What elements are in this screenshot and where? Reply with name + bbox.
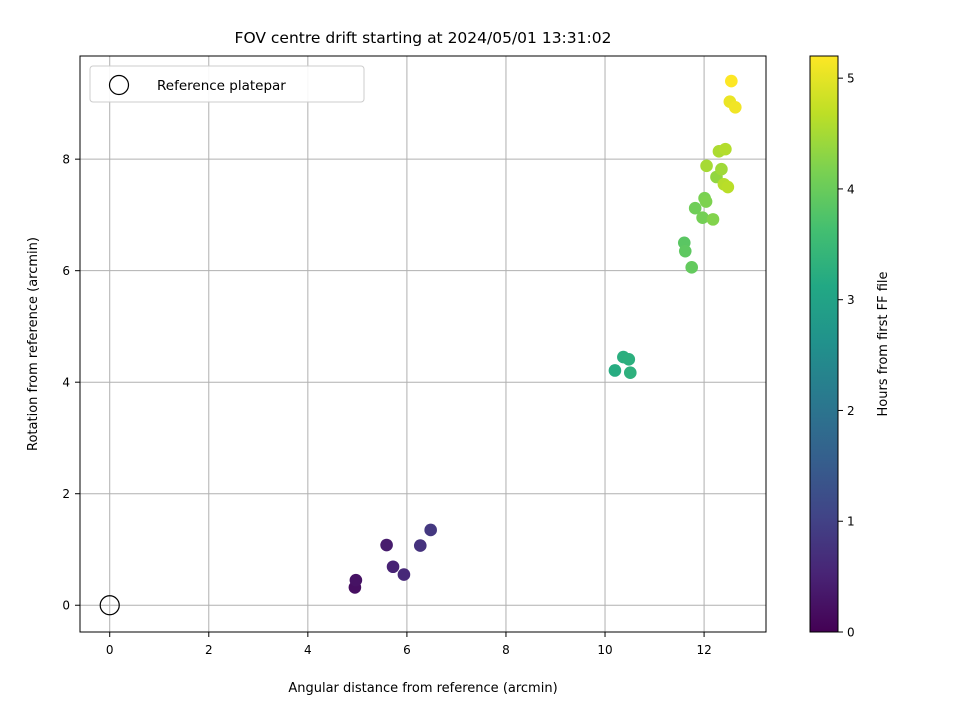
legend: Reference platepar bbox=[89, 65, 365, 103]
colorbar-tick-label: 2 bbox=[847, 404, 855, 418]
axis-ticks: 0 2 4 6 8 10 12 0 2 4 6 8 bbox=[62, 153, 711, 657]
scatter-point bbox=[608, 364, 622, 377]
x-tick-label: 4 bbox=[304, 643, 312, 657]
colorbar-tick-label: 3 bbox=[847, 293, 855, 307]
x-tick-label: 10 bbox=[597, 643, 612, 657]
colorbar-tick-label: 0 bbox=[847, 626, 855, 640]
colorbar-tick-label: 4 bbox=[847, 182, 855, 196]
scatter-point bbox=[706, 213, 720, 226]
chart-title: FOV centre drift starting at 2024/05/01 … bbox=[235, 29, 612, 47]
scatter-point bbox=[728, 100, 742, 114]
legend-box bbox=[89, 65, 365, 103]
scatter-point bbox=[715, 162, 728, 176]
scatter-point bbox=[623, 366, 637, 380]
legend-marker-reference bbox=[108, 74, 130, 96]
legend-entry-reference: Reference platepar bbox=[157, 78, 286, 94]
scatter-point bbox=[622, 353, 636, 366]
scatter-point bbox=[678, 244, 692, 258]
colorbar-tick-label: 1 bbox=[847, 515, 855, 529]
colorbar-tick-label: 5 bbox=[847, 72, 855, 86]
colorbar-ticks: 0 1 2 3 4 5 bbox=[838, 72, 855, 640]
y-tick-label: 4 bbox=[62, 376, 70, 390]
scatter-point bbox=[688, 201, 702, 215]
scatter-point bbox=[424, 523, 437, 537]
scatter-point bbox=[380, 538, 393, 552]
scatter-points bbox=[99, 74, 742, 616]
scatter-point bbox=[397, 568, 411, 581]
scatter-point bbox=[725, 74, 738, 88]
y-tick-label: 0 bbox=[62, 599, 70, 613]
y-tick-label: 6 bbox=[62, 264, 70, 278]
plot-frame bbox=[79, 55, 767, 633]
grid bbox=[80, 56, 766, 632]
scatter-point bbox=[700, 159, 713, 173]
colorbar: 0 1 2 3 4 5 Hours from first FF file bbox=[809, 55, 891, 640]
scatter-point bbox=[685, 261, 699, 274]
y-tick-label: 2 bbox=[62, 487, 70, 501]
scatter-point bbox=[699, 195, 713, 208]
scatter-point bbox=[386, 560, 400, 574]
scatter-point bbox=[349, 573, 363, 587]
x-tick-label: 2 bbox=[205, 643, 213, 657]
scatter-point bbox=[413, 539, 427, 552]
x-tick-label: 8 bbox=[502, 643, 510, 657]
x-tick-label: 12 bbox=[696, 643, 711, 657]
reference-platepar-marker bbox=[99, 595, 120, 616]
scatter-point bbox=[721, 180, 735, 194]
colorbar-label: Hours from first FF file bbox=[876, 271, 891, 416]
colorbar-gradient bbox=[809, 55, 839, 633]
x-tick-label: 0 bbox=[106, 643, 114, 657]
scatter-point bbox=[719, 142, 732, 156]
y-tick-label: 8 bbox=[62, 153, 70, 167]
y-axis-label: Rotation from reference (arcmin) bbox=[26, 237, 41, 451]
x-tick-label: 6 bbox=[403, 643, 411, 657]
scatter-point bbox=[696, 211, 709, 225]
x-axis-label: Angular distance from reference (arcmin) bbox=[288, 681, 557, 696]
